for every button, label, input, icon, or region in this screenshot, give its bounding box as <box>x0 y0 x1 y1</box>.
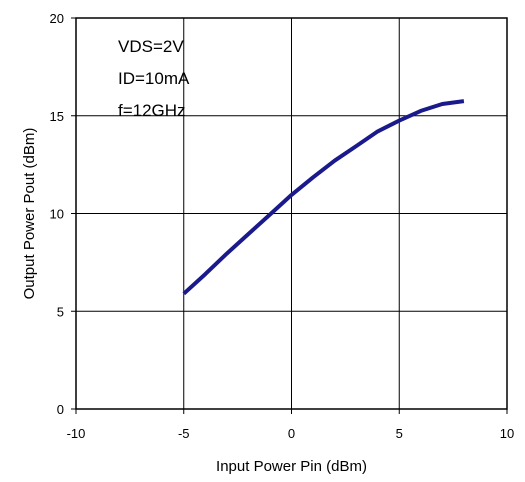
x-tick-label: 0 <box>288 426 295 441</box>
condition-annotation: f=12GHz <box>118 101 186 120</box>
x-tick-label: 5 <box>396 426 403 441</box>
grid <box>76 18 507 409</box>
series-layer <box>182 99 465 296</box>
y-axis-title: Output Power Pout (dBm) <box>21 128 38 300</box>
y-tick-label: 0 <box>57 402 64 417</box>
condition-annotation: VDS=2V <box>118 37 184 56</box>
x-tick-label: -10 <box>67 426 86 441</box>
annotations: VDS=2V ID=10mA f=12GHz <box>118 37 190 120</box>
x-axis-title: Input Power Pin (dBm) <box>216 458 367 475</box>
y-tick-label: 10 <box>50 207 64 222</box>
x-axis-ticks: -10 -5 0 5 10 <box>67 409 514 441</box>
x-tick-label: 10 <box>500 426 514 441</box>
series-line <box>182 99 465 296</box>
y-tick-label: 5 <box>57 304 64 319</box>
condition-annotation: ID=10mA <box>118 69 190 88</box>
x-tick-label: -5 <box>178 426 190 441</box>
y-axis-ticks: 0 5 10 15 20 <box>50 11 76 417</box>
y-tick-label: 15 <box>50 109 64 124</box>
y-tick-label: 20 <box>50 11 64 26</box>
